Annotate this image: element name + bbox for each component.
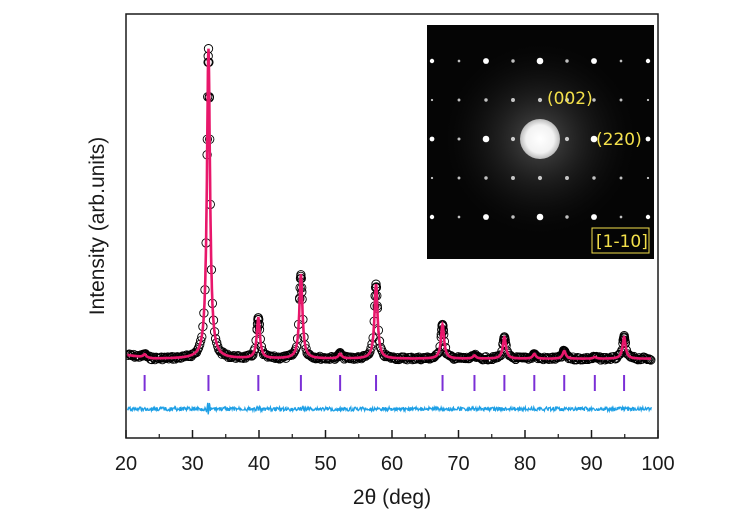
bragg-tick-marks xyxy=(143,375,626,391)
x-tick-label: 80 xyxy=(514,453,536,475)
diffraction-spot xyxy=(565,215,569,219)
observed-point xyxy=(560,348,571,358)
inset-label-220: (220) xyxy=(596,130,642,150)
observed-point xyxy=(646,355,656,365)
x-tick-label: 100 xyxy=(641,453,674,475)
diffraction-spot xyxy=(646,176,650,180)
x-tick-label: 20 xyxy=(115,453,137,475)
observed-point xyxy=(596,355,606,365)
diffraction-spot xyxy=(645,136,651,142)
diffraction-spot xyxy=(484,176,488,180)
calculated-line xyxy=(127,48,652,360)
diffraction-spot xyxy=(429,136,435,142)
diffraction-spot xyxy=(511,176,515,180)
diffraction-spot xyxy=(592,98,596,102)
diffraction-spot xyxy=(645,58,651,64)
observed-point xyxy=(192,345,203,355)
diffraction-spot xyxy=(565,59,569,63)
x-tick-label: 70 xyxy=(447,453,469,475)
inset-central-beam xyxy=(520,119,560,159)
difference-line xyxy=(126,402,652,415)
diffraction-spot xyxy=(457,137,461,141)
x-axis: 20 30 40 50 60 70 80 90 100 xyxy=(115,430,675,475)
diffraction-spot xyxy=(619,215,623,219)
observed-point xyxy=(259,349,270,359)
observed-point xyxy=(336,350,346,360)
x-tick-label: 90 xyxy=(580,453,602,475)
diffraction-spot xyxy=(429,58,435,64)
diffraction-spot xyxy=(457,215,461,219)
diffraction-spot xyxy=(482,135,490,143)
diffraction-spot xyxy=(511,59,515,63)
plot-area xyxy=(126,44,656,415)
diffraction-spot xyxy=(537,175,543,181)
diffraction-spot xyxy=(457,59,461,63)
diffraction-spot xyxy=(511,215,515,219)
diffraction-spot xyxy=(457,98,461,102)
diffraction-spot xyxy=(536,213,544,221)
diffraction-spot xyxy=(483,214,489,220)
x-axis-title: 2θ (deg) xyxy=(353,486,431,509)
diffraction-spots xyxy=(429,57,651,221)
observed-point xyxy=(530,350,541,360)
observed-point xyxy=(431,350,441,360)
diffraction-spot xyxy=(619,59,623,63)
diffraction-spot xyxy=(591,58,597,64)
diffraction-spot xyxy=(646,98,650,102)
diffraction-spot xyxy=(430,98,434,102)
diffraction-spot xyxy=(591,214,597,220)
observed-point xyxy=(363,350,373,360)
diffraction-spot xyxy=(565,98,569,102)
diffraction-spot xyxy=(457,176,461,180)
diffraction-spot xyxy=(590,135,598,143)
diffraction-spot xyxy=(483,58,489,64)
observed-point xyxy=(364,349,374,359)
diffraction-inset: (002) (220) [1-10] xyxy=(427,25,654,259)
x-tick-label: 40 xyxy=(248,453,270,475)
diffraction-spot xyxy=(536,57,544,65)
observed-point xyxy=(287,350,297,360)
diffraction-spot xyxy=(645,214,651,220)
observed-point xyxy=(248,350,258,360)
diffraction-spot xyxy=(565,176,569,180)
y-axis-title: Intensity (arb.units) xyxy=(86,137,109,316)
diffraction-spot xyxy=(619,98,623,102)
observed-point xyxy=(262,350,272,360)
diffraction-spot xyxy=(429,214,435,220)
diffraction-spot xyxy=(592,176,596,180)
diffraction-spot xyxy=(564,136,570,142)
observed-point xyxy=(289,347,300,357)
x-tick-label: 60 xyxy=(381,453,403,475)
diffraction-spot xyxy=(430,176,434,180)
diffraction-spot xyxy=(619,137,623,141)
inset-label-002: (002) xyxy=(547,89,593,109)
diffraction-spot xyxy=(511,98,515,102)
difference-series xyxy=(126,402,652,415)
diffraction-spot xyxy=(537,97,543,103)
x-tick-label: 30 xyxy=(181,453,203,475)
diffraction-spot xyxy=(510,136,516,142)
diffraction-spot xyxy=(484,98,488,102)
x-tick-label: 50 xyxy=(314,453,336,475)
diffraction-spot xyxy=(619,176,623,180)
inset-label-zone-axis: [1-10] xyxy=(596,232,648,252)
calculated-series xyxy=(127,48,652,360)
inset-zone-axis-box xyxy=(591,227,650,254)
